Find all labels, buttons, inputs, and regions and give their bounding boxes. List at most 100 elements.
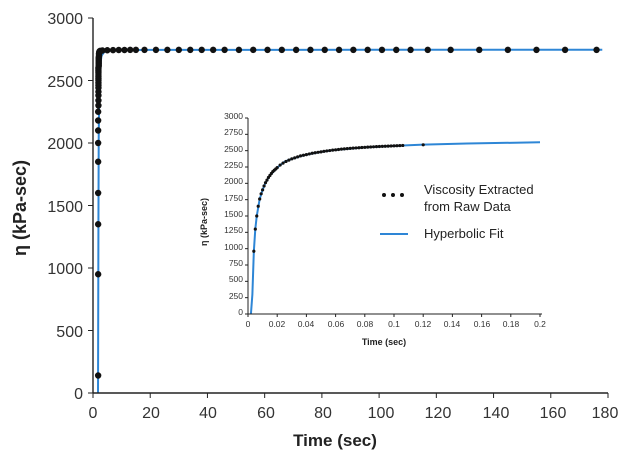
data-point <box>301 153 306 157</box>
main-y-tick-label: 500 <box>56 324 83 341</box>
data-point <box>345 147 349 151</box>
legend-point-marker <box>391 193 395 197</box>
data-point <box>593 46 600 54</box>
data-point <box>253 227 257 231</box>
data-point <box>395 144 399 148</box>
data-point <box>424 46 431 54</box>
data-point <box>95 97 102 104</box>
inset-x-tick-label: 0.14 <box>444 319 461 329</box>
data-point <box>94 158 102 165</box>
data-point <box>369 145 373 149</box>
main-chart: 0 500 1000 1500 2000 2500 3000 0 20 40 6… <box>10 11 618 450</box>
inset-data-points <box>252 143 425 253</box>
data-point <box>336 147 341 152</box>
inset-y-tick-label: 2500 <box>224 144 243 154</box>
main-y-tick-label: 2000 <box>47 136 83 153</box>
data-point <box>316 150 320 154</box>
data-point <box>357 146 361 150</box>
data-point <box>504 46 512 54</box>
data-point <box>319 150 323 154</box>
data-point <box>284 159 288 164</box>
data-point <box>342 147 346 151</box>
inset-tick-marks <box>245 117 541 317</box>
data-point <box>221 46 228 54</box>
data-point <box>252 249 256 253</box>
legend-point-marker <box>382 193 386 197</box>
inset-x-tick-label: 0.16 <box>474 319 491 329</box>
inset-x-axis-title: Time (sec) <box>362 337 406 347</box>
data-point <box>304 152 308 157</box>
inset-y-tick-label: 1500 <box>224 209 243 219</box>
inset-y-tick-label: 2750 <box>224 127 243 137</box>
inset-x-tick-label: 0.02 <box>269 319 286 329</box>
data-point <box>310 151 314 155</box>
data-point <box>383 144 387 148</box>
data-point <box>115 46 122 54</box>
data-point <box>334 148 338 152</box>
data-point <box>94 372 102 379</box>
data-point <box>321 46 328 54</box>
data-point <box>363 145 367 149</box>
main-y-tick-labels: 0 500 1000 1500 2000 2500 3000 <box>47 11 83 403</box>
data-point <box>393 46 400 54</box>
data-point <box>307 46 314 54</box>
data-point <box>187 46 194 54</box>
data-point <box>262 184 266 188</box>
inset-x-tick-label: 0.12 <box>415 319 432 329</box>
data-point <box>95 102 102 109</box>
data-point <box>259 192 263 196</box>
main-x-tick-labels: 0 20 40 60 80 100 120 140 160 180 <box>89 405 619 422</box>
inset-y-tick-label: 250 <box>229 291 243 301</box>
data-point <box>94 117 102 124</box>
data-point <box>132 46 140 54</box>
data-point <box>339 147 344 151</box>
inset-y-tick-label: 2000 <box>224 176 243 186</box>
data-point <box>256 204 260 208</box>
data-point <box>328 148 332 153</box>
legend-label-raw-data-line1: Viscosity Extracted <box>424 182 534 197</box>
data-point <box>281 161 285 165</box>
data-point <box>561 46 569 54</box>
data-point <box>354 146 358 150</box>
data-point <box>364 46 371 54</box>
data-point <box>331 148 335 152</box>
inset-y-tick-label: 2250 <box>224 160 243 170</box>
inset-x-tick-label: 0.06 <box>328 319 345 329</box>
data-point <box>152 46 160 54</box>
data-point <box>350 46 357 54</box>
inset-x-tick-label: 0.2 <box>534 319 546 329</box>
data-point <box>296 155 300 159</box>
data-point <box>371 145 376 149</box>
inset-x-tick-label: 0 <box>246 319 251 329</box>
data-point <box>386 144 390 148</box>
data-point <box>265 178 269 182</box>
inset-x-tick-label: 0.18 <box>503 319 520 329</box>
data-point <box>360 145 364 150</box>
data-point <box>378 46 386 54</box>
inset-y-tick-label: 1750 <box>224 193 243 203</box>
inset-chart: 0 250 500 750 1000 1250 1500 1750 2000 2… <box>199 108 552 362</box>
data-point <box>292 46 300 54</box>
data-point <box>94 221 102 228</box>
main-x-tick-label: 40 <box>199 405 217 422</box>
data-point <box>94 108 102 115</box>
data-point <box>255 214 259 218</box>
data-point <box>104 47 111 54</box>
inset-y-tick-labels: 0 250 500 750 1000 1250 1500 1750 2000 2… <box>224 111 243 317</box>
data-point <box>235 46 243 54</box>
data-point <box>175 46 183 54</box>
data-point <box>407 46 414 54</box>
data-point <box>476 46 483 54</box>
inset-x-tick-label: 0.08 <box>357 319 374 329</box>
main-x-tick-label: 100 <box>368 405 395 422</box>
legend-point-marker <box>400 193 404 197</box>
inset-y-tick-label: 1250 <box>224 225 243 235</box>
data-point <box>421 143 425 147</box>
data-point <box>377 144 381 149</box>
data-point <box>141 46 148 54</box>
main-x-tick-label: 60 <box>257 405 275 422</box>
data-point <box>351 146 355 150</box>
data-point <box>278 163 282 167</box>
data-point <box>392 144 396 148</box>
